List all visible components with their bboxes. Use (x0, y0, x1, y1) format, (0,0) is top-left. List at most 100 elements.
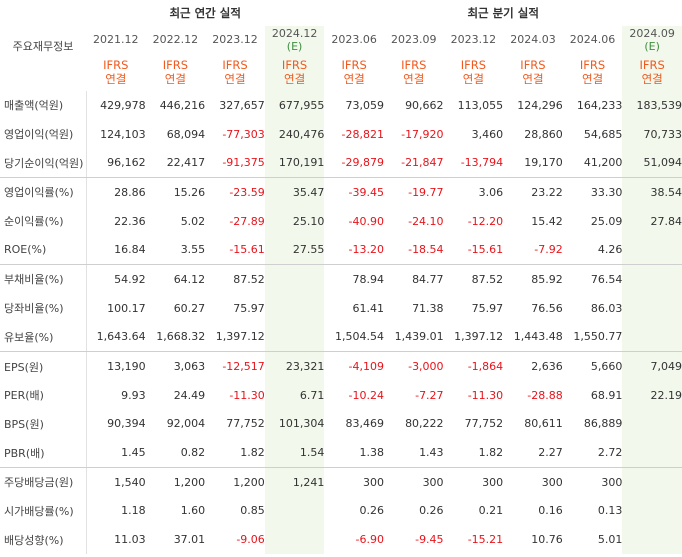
metric-value: -19.77 (408, 185, 444, 199)
metric-value: 100.17 (107, 301, 146, 315)
metric-value: -12,517 (222, 360, 265, 374)
quarterly-results-title: 최근 분기 실적 (467, 6, 539, 20)
metric-value (264, 264, 325, 294)
table-row: BPS(원) 90,394 92,004 77,752 101,304 83,469 80,… (0, 409, 682, 439)
period-date-text: 2023.09 (391, 33, 437, 46)
metric-value: 124,103 (100, 127, 146, 141)
period-date: 2022.12 (146, 26, 206, 53)
metric-label: 당기순이익(억원) (0, 148, 87, 179)
metric-value: 28.86 (114, 185, 146, 199)
table-row: 매출액(억원) 429,978 446,216 327,657 677,955 73,05… (0, 91, 682, 120)
metric-value: 2.72 (562, 438, 623, 468)
consolidated-label: 연결 (522, 72, 544, 86)
metric-value: 1.82 (443, 438, 504, 468)
metric-value: 78.94 (352, 272, 384, 286)
metric-value: 38.54 (622, 177, 682, 207)
metric-value: 68.91 (590, 388, 623, 402)
metric-value: -27.89 (229, 214, 265, 228)
period-date: 2024.06 (563, 26, 623, 53)
metric-value: 1,443.48 (503, 322, 563, 353)
table-row: 영업이익(억원) 124,103 68,094 -77,303 240,476 -28,8… (0, 119, 682, 149)
metric-value: -15.21 (467, 533, 504, 547)
metric-value: 1,643.64 (86, 322, 146, 353)
annual-results-title: 최근 연간 실적 (169, 6, 241, 20)
metric-value: 37.01 (173, 533, 206, 547)
metric-value: 11.03 (114, 533, 146, 547)
ifrs-consolidated-label: IFRS 연결 (324, 53, 384, 91)
metric-value: 113,055 (457, 98, 504, 112)
metric-value (622, 322, 682, 353)
metric-value: 23.22 (531, 185, 563, 199)
metric-value: -13,794 (443, 148, 504, 179)
ifrs-label: IFRS (639, 58, 665, 72)
metric-label: 순이익률(%) (0, 206, 87, 236)
metric-value: 24.49 (173, 388, 206, 402)
metric-value: 75.97 (233, 301, 265, 315)
table-row: 부채비율(%) 54.92 64.12 87.52 78.94 84.77 87.52 85.… (0, 264, 682, 294)
period-group-header: 주요재무정보 최근 연간 실적 최근 분기 실적 (0, 0, 682, 91)
row-header-label: 주요재무정보 (0, 0, 86, 91)
metric-value: 300 (601, 475, 623, 489)
metric-value: 1.45 (86, 438, 146, 468)
metric-value: 0.13 (597, 504, 623, 518)
metric-value: 76.54 (590, 272, 623, 286)
metric-value: 1,504.54 (324, 322, 384, 353)
metric-value: 1.60 (180, 504, 206, 518)
ifrs-label: IFRS (460, 58, 486, 72)
ifrs-label: IFRS (401, 58, 427, 72)
table-row: 배당성향(%) 11.03 37.01 -9.06 -6.90 -9.45 -15.21 10… (0, 525, 682, 554)
metric-label: EPS(원) (0, 351, 87, 381)
metric-value: 327,657 (219, 98, 265, 112)
metric-value: -18.54 (383, 235, 444, 266)
metric-value: 2,636 (531, 360, 563, 374)
period-date: 2023.09 (384, 26, 444, 53)
metric-value: -29,879 (324, 148, 384, 179)
ifrs-consolidated-label: IFRS 연결 (384, 53, 444, 91)
metric-value: 60.27 (173, 301, 206, 315)
ifrs-label: IFRS (222, 58, 248, 72)
period-date-row: 2021.12 2022.12 2023.12 2024.12 (E) 2023.06 2… (0, 26, 682, 53)
table-row: 당기순이익(억원) 96,162 22,417 -91,375 170,191 -29,8… (0, 148, 682, 179)
metric-value: -28,821 (341, 127, 384, 141)
metric-value: 70,733 (622, 119, 682, 149)
metric-value (622, 438, 682, 468)
metric-value: 183,539 (622, 91, 682, 120)
metric-value: 1,200 (233, 475, 265, 489)
metric-value: 1,439.01 (383, 322, 444, 353)
table-row: PER(배) 9.93 24.49 -11.30 6.71 -10.24 -7.27 -11.… (0, 380, 682, 410)
period-date: 2024.12 (E) (264, 26, 325, 53)
metric-value (264, 322, 325, 353)
metric-value: 80,222 (405, 417, 444, 431)
metric-label: 주당배당금(원) (0, 467, 87, 497)
metric-value: 41,200 (562, 148, 623, 179)
metric-value: 3,063 (173, 360, 206, 374)
consolidated-label: 연결 (224, 72, 246, 86)
metric-value: 3.06 (478, 185, 504, 199)
period-date-text: 2021.12 (93, 33, 139, 46)
ifrs-label: IFRS (281, 58, 308, 72)
metric-value: 3,460 (471, 127, 504, 141)
metric-value: 61.41 (352, 301, 384, 315)
metric-value: 90,662 (405, 98, 444, 112)
ifrs-consolidated-label: IFRS 연결 (622, 53, 682, 91)
metric-label: 매출액(억원) (0, 91, 87, 120)
period-date-text: 2022.12 (152, 33, 199, 46)
consolidated-label: 연결 (343, 72, 365, 86)
metric-value: 0.26 (359, 504, 384, 518)
metric-value: -10.24 (348, 388, 384, 402)
consolidated-label: 연결 (105, 72, 127, 86)
metric-value: 54.92 (114, 272, 146, 286)
metric-value: 83,469 (345, 417, 384, 431)
ifrs-label: IFRS (162, 58, 189, 72)
metric-value: 75.97 (471, 301, 504, 315)
metric-value: -24.10 (408, 214, 444, 228)
metric-value: 1,397.12 (443, 322, 504, 353)
metric-value: 51,094 (622, 148, 682, 179)
metric-value: 33.30 (590, 185, 623, 199)
metric-value: 300 (422, 475, 444, 489)
metric-label: BPS(원) (0, 409, 87, 439)
table-row: 시가배당률(%) 1.18 1.60 0.85 0.26 0.26 0.21 0.16 0.13 (0, 496, 682, 526)
metric-value: 85.92 (531, 272, 563, 286)
metric-value: 1.43 (383, 438, 444, 468)
ifrs-consolidated-label: IFRS 연결 (205, 53, 265, 91)
